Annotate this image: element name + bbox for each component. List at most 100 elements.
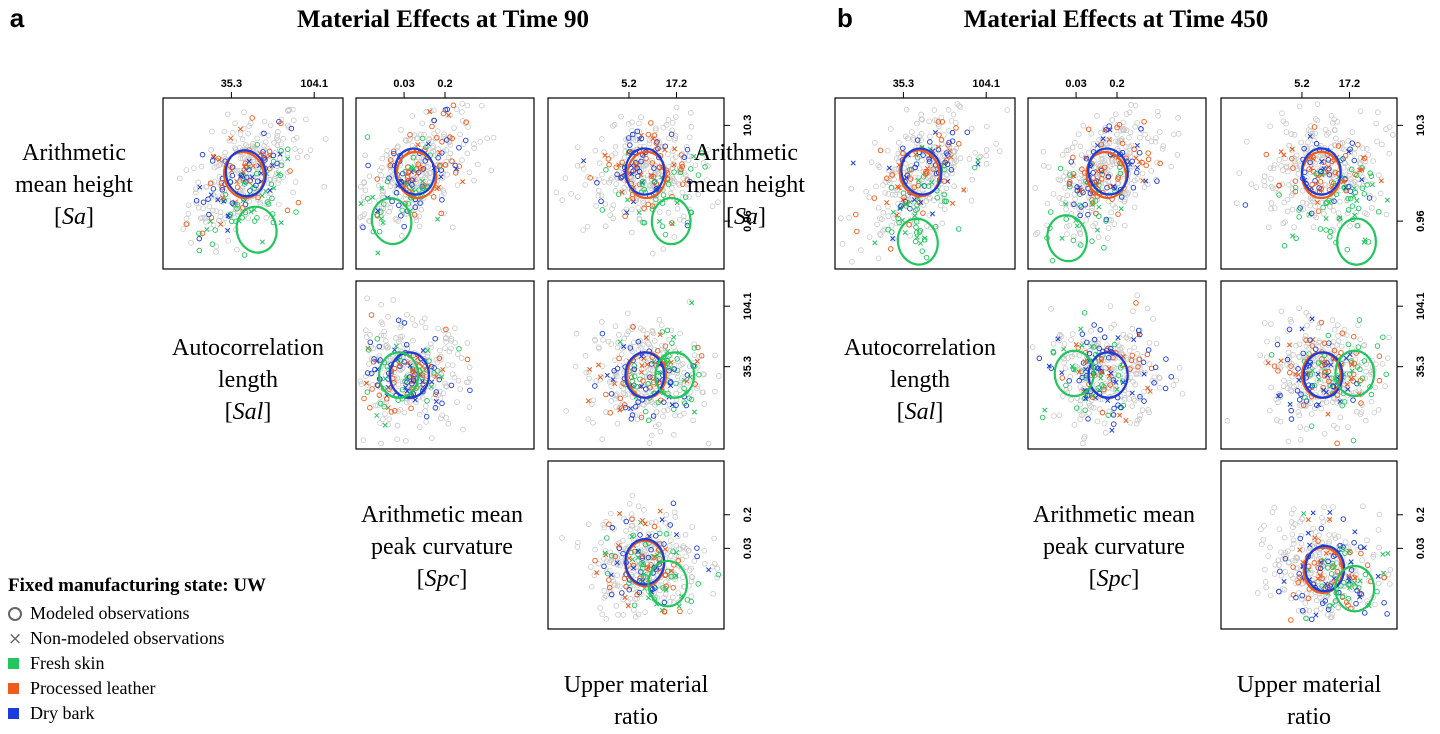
grey-point <box>1370 551 1377 558</box>
grey-point <box>297 148 303 154</box>
grey-point <box>1146 409 1152 416</box>
confidence-ellipse <box>1053 349 1095 398</box>
grey-point <box>1033 231 1039 238</box>
grey-point <box>1268 205 1274 212</box>
data-point <box>404 175 411 181</box>
grey-point <box>357 378 364 385</box>
grey-point <box>896 139 902 146</box>
grey-point <box>267 122 274 129</box>
grey-point <box>1268 384 1274 391</box>
grey-point <box>378 301 384 308</box>
grey-point <box>390 297 397 303</box>
data-point <box>1136 150 1143 156</box>
data-point-x <box>259 239 265 245</box>
grey-point <box>1170 131 1177 138</box>
data-point-x <box>393 343 399 349</box>
data-point <box>606 577 612 583</box>
data-point <box>1317 565 1324 572</box>
grey-point <box>1321 504 1327 511</box>
grey-point <box>1131 344 1138 351</box>
grey-point <box>1075 131 1082 138</box>
data-point-x <box>1123 417 1129 424</box>
data-point-x <box>1106 365 1112 372</box>
data-point <box>621 402 628 408</box>
grey-point <box>599 436 606 443</box>
data-point <box>1288 407 1294 414</box>
data-point-x <box>1059 235 1065 241</box>
data-point-x <box>1343 355 1349 361</box>
grey-point <box>445 420 452 427</box>
grey-point <box>625 391 631 398</box>
grey-point <box>880 182 886 188</box>
data-point <box>1039 414 1046 421</box>
grey-point <box>689 574 696 581</box>
data-point <box>1384 611 1390 617</box>
grey-point <box>1086 400 1092 407</box>
grey-point <box>184 220 190 227</box>
data-point <box>1118 194 1125 200</box>
grey-point <box>1286 181 1292 188</box>
data-point <box>450 102 457 109</box>
data-point-x <box>621 343 627 349</box>
data-point <box>1356 317 1363 323</box>
data-point <box>231 201 237 208</box>
data-point <box>1307 159 1313 166</box>
grey-point <box>595 344 602 351</box>
grey-point <box>1375 527 1382 533</box>
data-point-x <box>639 518 646 524</box>
grey-point <box>608 510 614 517</box>
data-point <box>238 172 245 178</box>
grey-point <box>1135 370 1141 377</box>
data-point-x <box>225 227 231 234</box>
data-point <box>1347 188 1354 194</box>
grey-point <box>1324 132 1330 138</box>
data-point <box>1299 592 1305 599</box>
grey-point <box>625 310 631 317</box>
data-point-x <box>902 230 908 236</box>
grey-point <box>1303 590 1310 597</box>
data-point <box>1330 563 1337 569</box>
data-point-x <box>433 398 439 405</box>
data-point <box>1342 153 1349 159</box>
data-point-x <box>1301 510 1307 517</box>
grey-point <box>1076 240 1082 247</box>
grey-point <box>559 535 565 541</box>
tick-label: 0.03 <box>1415 538 1427 559</box>
grey-point <box>1129 403 1136 409</box>
grey-point <box>604 558 610 564</box>
data-point <box>1099 382 1105 388</box>
data-point <box>934 194 940 201</box>
data-point <box>1296 207 1302 213</box>
grey-point <box>1126 143 1133 150</box>
data-point-x <box>379 185 385 191</box>
data-point-x <box>215 197 221 203</box>
data-point-x <box>636 210 642 216</box>
data-point-x <box>1380 570 1387 576</box>
grey-point <box>245 215 252 221</box>
data-point <box>260 149 266 155</box>
grey-point <box>1134 292 1140 299</box>
grey-point <box>669 185 675 191</box>
grey-point <box>1300 391 1306 397</box>
confidence-ellipse <box>1087 147 1129 196</box>
data-point <box>1151 380 1157 386</box>
grey-point <box>1125 189 1132 196</box>
grey-point <box>620 596 626 603</box>
grey-point <box>909 129 915 135</box>
grey-point <box>1278 573 1285 579</box>
grey-point <box>573 330 580 337</box>
grey-point <box>631 607 637 613</box>
data-point <box>1376 209 1382 215</box>
data-point-x <box>415 142 421 148</box>
grey-point <box>918 137 925 143</box>
grey-point <box>370 381 376 388</box>
data-point-x <box>1105 397 1111 404</box>
grey-point <box>1063 147 1070 154</box>
grey-point <box>1077 401 1083 408</box>
grey-point <box>888 222 895 229</box>
subplot-frame <box>355 280 535 450</box>
grey-point <box>1292 557 1299 564</box>
grey-point <box>1303 343 1310 350</box>
data-point <box>287 168 293 174</box>
data-point-x <box>1325 164 1332 170</box>
